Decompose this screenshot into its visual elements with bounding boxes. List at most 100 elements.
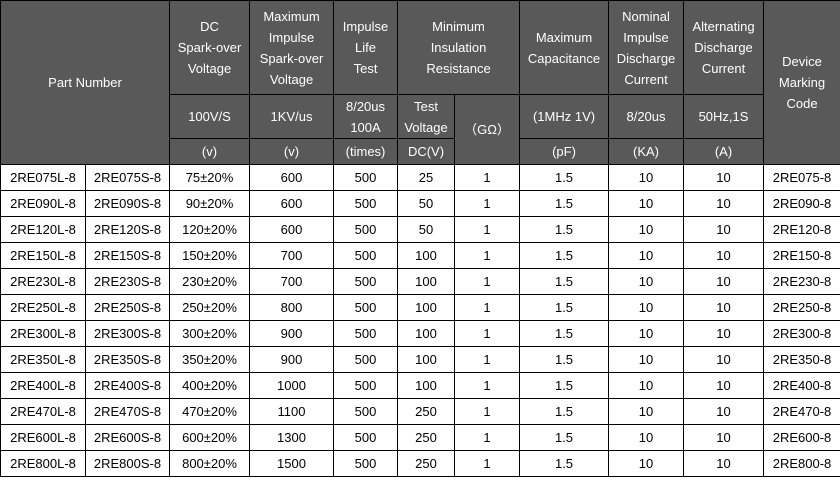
cell-dc-sparkover: 230±20% xyxy=(169,268,251,295)
cell-capacitance: 1.5 xyxy=(519,164,610,191)
cell-insulation-gohm: 1 xyxy=(454,424,521,451)
header-max-impulse-unit: (v) xyxy=(249,138,335,165)
cell-test-voltage: 25 xyxy=(397,164,456,191)
cell-part-number-s: 2RE250S-8 xyxy=(84,294,171,321)
header-row-units: (v) (v) (times) DC(V) (pF) (KA) (A) xyxy=(1,138,840,165)
header-nominal-unit: (KA) xyxy=(608,138,685,165)
cell-part-number-l: 2RE090L-8 xyxy=(0,190,86,217)
cell-impulse-life: 500 xyxy=(333,294,399,321)
header-insulation-resistance: Minimum Insulation Resistance xyxy=(397,0,521,95)
cell-max-impulse-sparkover: 1300 xyxy=(249,424,335,451)
cell-insulation-gohm: 1 xyxy=(454,398,521,425)
table-row: 2RE150L-8 2RE150S-8 150±20% 700 500 100 1 1.5 10… xyxy=(0,242,840,269)
cell-part-number-s: 2RE470S-8 xyxy=(84,398,171,425)
cell-max-impulse-sparkover: 600 xyxy=(249,164,335,191)
cell-part-number-l: 2RE800L-8 xyxy=(0,450,86,477)
cell-dc-sparkover: 250±20% xyxy=(169,294,251,321)
cell-max-impulse-sparkover: 800 xyxy=(249,294,335,321)
header-nominal-condition: 8/20us xyxy=(608,94,685,139)
cell-nominal-discharge: 10 xyxy=(608,346,685,373)
cell-part-number-s: 2RE090S-8 xyxy=(84,190,171,217)
table-row: 2RE090L-8 2RE090S-8 90±20% 600 500 50 1 1.5 10 10… xyxy=(0,190,840,217)
cell-max-impulse-sparkover: 900 xyxy=(249,320,335,347)
cell-part-number-l: 2RE400L-8 xyxy=(0,372,86,399)
cell-part-number-l: 2RE120L-8 xyxy=(0,216,86,243)
cell-alternating-discharge: 10 xyxy=(683,268,765,295)
header-capacitance-unit: (pF) xyxy=(519,138,610,165)
cell-capacitance: 1.5 xyxy=(519,242,610,269)
cell-capacitance: 1.5 xyxy=(519,450,610,477)
table-header: Part Number DC Spark-over Voltage Maximu… xyxy=(0,0,840,165)
cell-test-voltage: 100 xyxy=(397,372,456,399)
cell-test-voltage: 50 xyxy=(397,190,456,217)
cell-alternating-discharge: 10 xyxy=(683,320,765,347)
cell-marking-code: 2RE800-8 xyxy=(763,450,840,477)
cell-marking-code: 2RE600-8 xyxy=(763,424,840,451)
cell-nominal-discharge: 10 xyxy=(608,216,685,243)
cell-marking-code: 2RE120-8 xyxy=(763,216,840,243)
cell-part-number-l: 2RE600L-8 xyxy=(0,424,86,451)
cell-dc-sparkover: 470±20% xyxy=(169,398,251,425)
header-dc-unit: (v) xyxy=(169,138,251,165)
header-test-voltage: Test Voltage xyxy=(397,94,456,139)
cell-impulse-life: 500 xyxy=(333,320,399,347)
cell-alternating-discharge: 10 xyxy=(683,450,765,477)
cell-dc-sparkover: 75±20% xyxy=(169,164,251,191)
cell-nominal-discharge: 10 xyxy=(608,242,685,269)
cell-dc-sparkover: 350±20% xyxy=(169,346,251,373)
cell-dc-sparkover: 600±20% xyxy=(169,424,251,451)
cell-insulation-gohm: 1 xyxy=(454,320,521,347)
cell-impulse-life: 500 xyxy=(333,164,399,191)
cell-impulse-life: 500 xyxy=(333,268,399,295)
header-dc-condition: 100V/S xyxy=(169,94,251,139)
cell-test-voltage: 250 xyxy=(397,450,456,477)
cell-max-impulse-sparkover: 900 xyxy=(249,346,335,373)
header-alternating-discharge: Alternating Discharge Current xyxy=(683,0,765,95)
cell-nominal-discharge: 10 xyxy=(608,450,685,477)
cell-part-number-l: 2RE300L-8 xyxy=(0,320,86,347)
cell-max-impulse-sparkover: 700 xyxy=(249,268,335,295)
cell-impulse-life: 500 xyxy=(333,450,399,477)
cell-impulse-life: 500 xyxy=(333,216,399,243)
cell-marking-code: 2RE250-8 xyxy=(763,294,840,321)
cell-max-impulse-sparkover: 700 xyxy=(249,242,335,269)
table-row: 2RE230L-8 2RE230S-8 230±20% 700 500 100 1 1.5 10… xyxy=(0,268,840,295)
cell-part-number-s: 2RE150S-8 xyxy=(84,242,171,269)
cell-marking-code: 2RE090-8 xyxy=(763,190,840,217)
table-row: 2RE400L-8 2RE400S-8 400±20% 1000 500 100 1 1.5 1… xyxy=(0,372,840,399)
header-row-titles: Part Number DC Spark-over Voltage Maximu… xyxy=(0,0,840,165)
table-row: 2RE075L-8 2RE075S-8 75±20% 600 500 25 1 1.5 10 10… xyxy=(0,164,840,191)
table-row: 2RE470L-8 2RE470S-8 470±20% 1100 500 250 1 1.5 1… xyxy=(0,398,840,425)
cell-test-voltage: 100 xyxy=(397,294,456,321)
header-row-conditions: 100V/S 1KV/us 8/20us 100A Test Voltage （… xyxy=(1,94,840,165)
cell-test-voltage: 50 xyxy=(397,216,456,243)
cell-alternating-discharge: 10 xyxy=(683,372,765,399)
cell-marking-code: 2RE470-8 xyxy=(763,398,840,425)
cell-dc-sparkover: 150±20% xyxy=(169,242,251,269)
cell-insulation-gohm: 1 xyxy=(454,190,521,217)
cell-marking-code: 2RE400-8 xyxy=(763,372,840,399)
header-max-impulse-sparkover: Maximum Impulse Spark-over Voltage xyxy=(249,0,335,95)
cell-dc-sparkover: 90±20% xyxy=(169,190,251,217)
cell-marking-code: 2RE075-8 xyxy=(763,164,840,191)
cell-part-number-l: 2RE470L-8 xyxy=(0,398,86,425)
cell-capacitance: 1.5 xyxy=(519,398,610,425)
header-impulse-life-condition: 8/20us 100A xyxy=(333,94,399,139)
cell-insulation-gohm: 1 xyxy=(454,294,521,321)
cell-impulse-life: 500 xyxy=(333,424,399,451)
cell-insulation-gohm: 1 xyxy=(454,450,521,477)
cell-nominal-discharge: 10 xyxy=(608,398,685,425)
cell-nominal-discharge: 10 xyxy=(608,190,685,217)
header-impulse-life-unit: (times) xyxy=(333,138,399,165)
cell-nominal-discharge: 10 xyxy=(608,320,685,347)
header-impulse-life: Impulse Life Test xyxy=(333,0,399,95)
cell-marking-code: 2RE150-8 xyxy=(763,242,840,269)
cell-part-number-s: 2RE120S-8 xyxy=(84,216,171,243)
table-row: 2RE300L-8 2RE300S-8 300±20% 900 500 100 1 1.5 10… xyxy=(0,320,840,347)
cell-max-impulse-sparkover: 1500 xyxy=(249,450,335,477)
cell-nominal-discharge: 10 xyxy=(608,164,685,191)
cell-alternating-discharge: 10 xyxy=(683,164,765,191)
cell-marking-code: 2RE230-8 xyxy=(763,268,840,295)
table-row: 2RE120L-8 2RE120S-8 120±20% 600 500 50 1 1.5 10 1… xyxy=(0,216,840,243)
cell-insulation-gohm: 1 xyxy=(454,164,521,191)
